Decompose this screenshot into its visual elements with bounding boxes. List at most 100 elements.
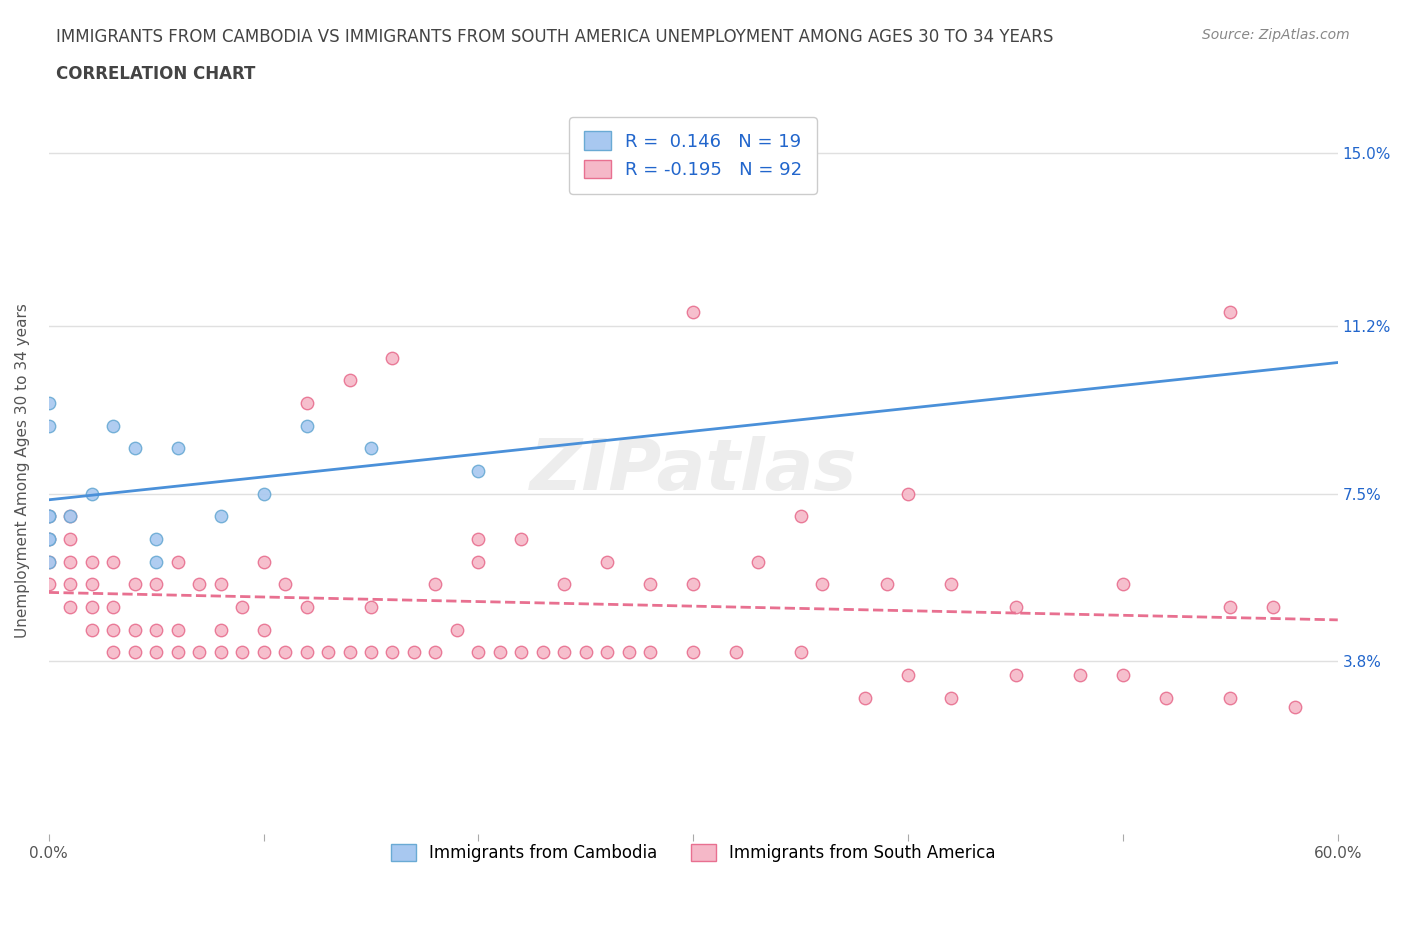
Point [274, 645, 297, 660]
Point [425, 645, 447, 660]
Point [59, 532, 82, 547]
Point [381, 350, 404, 365]
Point [360, 600, 382, 615]
Point [209, 622, 232, 637]
Point [939, 690, 962, 705]
Point [510, 645, 533, 660]
Point [38, 509, 60, 524]
Point [747, 554, 769, 569]
Point [124, 441, 146, 456]
Point [467, 554, 489, 569]
Point [145, 577, 167, 591]
Point [80, 600, 103, 615]
Point [811, 577, 834, 591]
Point [209, 509, 232, 524]
Legend: Immigrants from Cambodia, Immigrants from South America: Immigrants from Cambodia, Immigrants fro… [384, 838, 1002, 870]
Point [145, 645, 167, 660]
Point [145, 554, 167, 569]
Point [124, 645, 146, 660]
Point [295, 418, 318, 433]
Point [381, 645, 404, 660]
Point [295, 645, 318, 660]
Y-axis label: Unemployment Among Ages 30 to 34 years: Unemployment Among Ages 30 to 34 years [15, 303, 30, 638]
Point [1112, 577, 1135, 591]
Point [316, 645, 339, 660]
Point [103, 600, 125, 615]
Point [1112, 668, 1135, 683]
Point [252, 486, 274, 501]
Point [166, 645, 188, 660]
Point [38, 532, 60, 547]
Point [510, 532, 533, 547]
Point [38, 554, 60, 569]
Point [725, 645, 748, 660]
Point [1263, 600, 1285, 615]
Point [145, 622, 167, 637]
Point [209, 645, 232, 660]
Point [252, 645, 274, 660]
Point [38, 509, 60, 524]
Point [252, 622, 274, 637]
Point [531, 645, 554, 660]
Point [80, 486, 103, 501]
Point [38, 418, 60, 433]
Point [1069, 668, 1091, 683]
Point [166, 554, 188, 569]
Point [59, 577, 82, 591]
Point [467, 463, 489, 478]
Point [339, 645, 361, 660]
Point [617, 645, 640, 660]
Point [209, 577, 232, 591]
Point [339, 373, 361, 388]
Point [80, 554, 103, 569]
Point [789, 509, 811, 524]
Point [80, 622, 103, 637]
Point [897, 668, 920, 683]
Point [360, 441, 382, 456]
Point [124, 577, 146, 591]
Point [446, 622, 468, 637]
Point [596, 554, 619, 569]
Point [103, 554, 125, 569]
Point [682, 645, 704, 660]
Point [38, 577, 60, 591]
Point [166, 441, 188, 456]
Point [553, 577, 575, 591]
Point [1284, 699, 1306, 714]
Point [38, 532, 60, 547]
Text: ZIPatlas: ZIPatlas [530, 436, 856, 505]
Point [640, 577, 662, 591]
Point [166, 622, 188, 637]
Point [1219, 600, 1241, 615]
Point [425, 577, 447, 591]
Point [1219, 305, 1241, 320]
Point [789, 645, 811, 660]
Point [59, 509, 82, 524]
Text: IMMIGRANTS FROM CAMBODIA VS IMMIGRANTS FROM SOUTH AMERICA UNEMPLOYMENT AMONG AGE: IMMIGRANTS FROM CAMBODIA VS IMMIGRANTS F… [56, 28, 1053, 46]
Point [939, 577, 962, 591]
Point [103, 418, 125, 433]
Point [59, 554, 82, 569]
Point [596, 645, 619, 660]
Point [853, 690, 876, 705]
Point [59, 600, 82, 615]
Point [1004, 600, 1026, 615]
Point [231, 600, 253, 615]
Point [467, 532, 489, 547]
Point [103, 645, 125, 660]
Point [402, 645, 425, 660]
Point [640, 645, 662, 660]
Point [1219, 690, 1241, 705]
Point [38, 554, 60, 569]
Point [80, 577, 103, 591]
Point [145, 532, 167, 547]
Point [575, 645, 598, 660]
Point [1154, 690, 1177, 705]
Point [1004, 668, 1026, 683]
Point [489, 645, 512, 660]
Point [274, 577, 297, 591]
Point [682, 577, 704, 591]
Point [38, 509, 60, 524]
Point [38, 532, 60, 547]
Point [124, 622, 146, 637]
